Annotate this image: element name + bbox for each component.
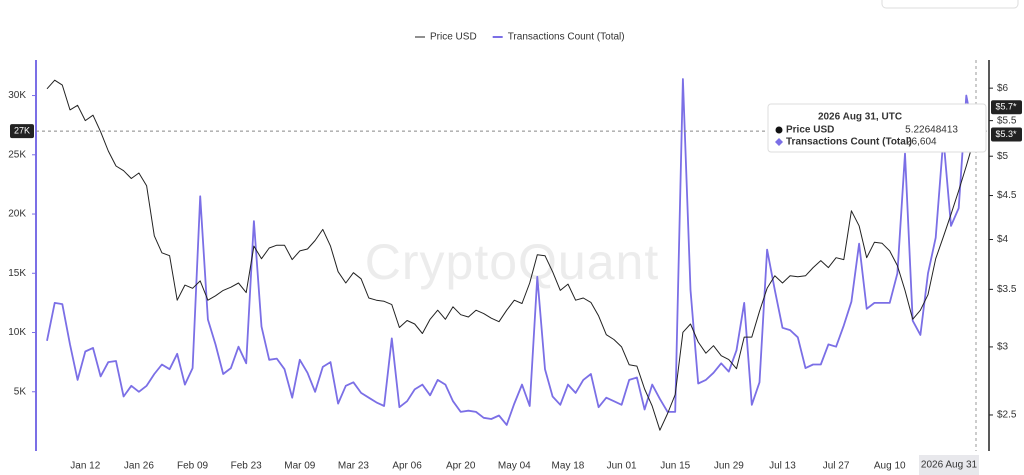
y2-badge: [991, 127, 1022, 142]
y2-tick-label: $4: [997, 234, 1009, 245]
y2-tick-label: $6: [997, 83, 1009, 94]
x-tick-label: Mar 09: [284, 461, 316, 472]
tooltip-count-diamond: [775, 138, 783, 146]
series-line: [46, 78, 975, 426]
tooltip: 2026 Aug 31, UTC Price USD 5.22648413Trans…: [767, 103, 987, 153]
x-tick-label: May 18: [552, 461, 585, 472]
tooltip-box: [767, 103, 987, 153]
tooltip-price-dot: [775, 126, 783, 134]
crosshair-date: 2026 Aug 31: [921, 460, 978, 471]
y2-tick-label: $3.5: [997, 284, 1017, 295]
x-tick-label: May 04: [498, 461, 531, 472]
x-tick-label: Jul 27: [823, 461, 850, 472]
crosshair-date-box: [919, 455, 979, 475]
x-tick-label: Jul 13: [769, 461, 796, 472]
y-tick-label: 10K: [8, 327, 26, 338]
x-tick-label: Jun 29: [714, 461, 744, 472]
y2-tick-label: $2.5: [997, 410, 1017, 421]
legend-label: Transactions Count (Total): [508, 32, 625, 43]
y-tick-label: 20K: [8, 209, 26, 220]
y2-tick-label: $5.5: [997, 115, 1017, 126]
x-tick-label: Mar 23: [338, 461, 370, 472]
x-tick-label: Aug 10: [874, 461, 906, 472]
y-tick-label: 30K: [8, 90, 26, 101]
legend-label: Price USD: [430, 32, 477, 43]
x-tick-label: Jun 15: [660, 461, 690, 472]
y2-tick-label: $5: [997, 151, 1009, 162]
crosshair-badge: [10, 124, 34, 139]
watermark: CryptoQuant: [365, 234, 659, 290]
y-tick-label: 25K: [8, 149, 26, 160]
x-tick-label: Feb 09: [177, 461, 209, 472]
tooltip-title: 2026 Aug 31, UTC: [818, 112, 902, 123]
y-tick-label: 15K: [8, 268, 26, 279]
y2-tick-label: $3: [997, 342, 1009, 353]
toolbar-button[interactable]: [881, 0, 1019, 9]
y2-badge-label: $5.7*: [995, 102, 1017, 112]
x-tick-label: Apr 20: [446, 461, 476, 472]
tooltip-count-value: 26,604: [906, 137, 937, 148]
x-tick-label: Feb 23: [231, 461, 263, 472]
tooltip-price-value: 5.22648413: [905, 125, 958, 136]
x-tick-label: Jan 26: [124, 461, 154, 472]
legend: Price USD Transactions Count (Total): [415, 32, 625, 43]
tooltip-count-name: Transactions Count (Total): [786, 137, 912, 148]
series-line: [46, 79, 975, 431]
x-tick-label: Jan 12: [70, 461, 100, 472]
y-tick-label: 5K: [14, 386, 27, 397]
tooltip-price-name: Price USD: [786, 125, 834, 136]
y2-tick-label: $4.5: [997, 190, 1017, 201]
crosshair-label: 27K: [14, 125, 30, 135]
y2-badge: [991, 100, 1022, 115]
y2-badge-label: $5.3*: [995, 129, 1017, 139]
x-tick-label: Apr 06: [392, 461, 422, 472]
x-tick-label: Jun 01: [607, 461, 637, 472]
